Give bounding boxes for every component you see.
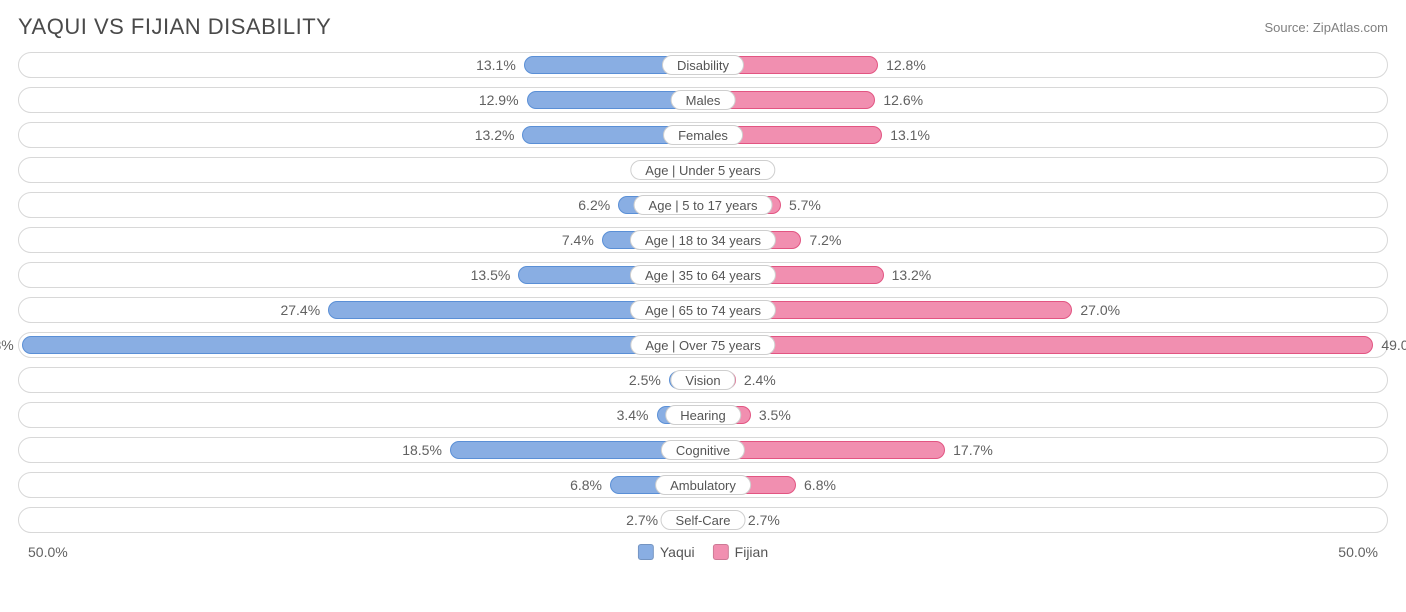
- value-left: 6.8%: [570, 473, 602, 499]
- category-label: Age | 5 to 17 years: [634, 195, 773, 215]
- value-right: 2.7%: [748, 508, 780, 534]
- chart-area: 13.1% 12.8% Disability 12.9% 12.6% Males 13.2%…: [0, 48, 1406, 533]
- legend-label-left: Yaqui: [660, 544, 695, 560]
- category-label: Age | Over 75 years: [630, 335, 775, 355]
- category-label: Cognitive: [661, 440, 745, 460]
- category-label: Age | 35 to 64 years: [630, 265, 776, 285]
- chart-row: 2.5% 2.4% Vision: [18, 367, 1388, 393]
- chart-row: 6.8% 6.8% Ambulatory: [18, 472, 1388, 498]
- category-label: Hearing: [665, 405, 741, 425]
- value-left: 7.4%: [562, 228, 594, 254]
- category-label: Vision: [670, 370, 735, 390]
- value-left: 13.5%: [471, 263, 511, 289]
- value-right: 2.4%: [744, 368, 776, 394]
- value-left: 6.2%: [578, 193, 610, 219]
- value-left: 13.2%: [475, 123, 515, 149]
- category-label: Age | 65 to 74 years: [630, 300, 776, 320]
- value-right: 7.2%: [809, 228, 841, 254]
- value-right: 13.1%: [890, 123, 930, 149]
- value-left: 12.9%: [479, 88, 519, 114]
- value-right: 3.5%: [759, 403, 791, 429]
- category-label: Females: [663, 125, 743, 145]
- chart-row: 13.5% 13.2% Age | 35 to 64 years: [18, 262, 1388, 288]
- chart-row: 13.1% 12.8% Disability: [18, 52, 1388, 78]
- value-left: 3.4%: [617, 403, 649, 429]
- chart-row: 1.2%1.2%Age | Under 5 years: [18, 157, 1388, 183]
- legend-label-right: Fijian: [735, 544, 768, 560]
- legend-swatch-right: [713, 544, 729, 560]
- value-right: 6.8%: [804, 473, 836, 499]
- legend-item-right: Fijian: [713, 544, 768, 560]
- category-label: Males: [671, 90, 736, 110]
- category-label: Self-Care: [661, 510, 746, 530]
- chart-row: 3.4% 3.5% Hearing: [18, 402, 1388, 428]
- category-label: Age | 18 to 34 years: [630, 230, 776, 250]
- chart-row: 2.7% 2.7%Self-Care: [18, 507, 1388, 533]
- value-right: 12.6%: [883, 88, 923, 114]
- chart-row: 49.8%49.0%Age | Over 75 years: [18, 332, 1388, 358]
- value-left: 49.8%: [0, 333, 14, 359]
- bar-left: [22, 336, 703, 354]
- legend-swatch-left: [638, 544, 654, 560]
- value-left: 13.1%: [476, 53, 516, 79]
- chart-title: YAQUI VS FIJIAN DISABILITY: [18, 14, 331, 40]
- value-left: 18.5%: [402, 438, 442, 464]
- value-left: 27.4%: [280, 298, 320, 324]
- chart-row: 6.2% 5.7% Age | 5 to 17 years: [18, 192, 1388, 218]
- value-right: 12.8%: [886, 53, 926, 79]
- category-label: Age | Under 5 years: [630, 160, 775, 180]
- value-left: 2.7%: [626, 508, 658, 534]
- axis-max-right: 50.0%: [1338, 544, 1378, 560]
- value-left: 2.5%: [629, 368, 661, 394]
- bar-right: [703, 336, 1373, 354]
- chart-row: 18.5% 17.7% Cognitive: [18, 437, 1388, 463]
- chart-row: 7.4% 7.2% Age | 18 to 34 years: [18, 227, 1388, 253]
- value-right: 17.7%: [953, 438, 993, 464]
- category-label: Ambulatory: [655, 475, 751, 495]
- value-right: 5.7%: [789, 193, 821, 219]
- chart-row: 12.9% 12.6% Males: [18, 87, 1388, 113]
- chart-source: Source: ZipAtlas.com: [1264, 20, 1388, 35]
- value-right: 27.0%: [1080, 298, 1120, 324]
- value-right: 13.2%: [892, 263, 932, 289]
- legend: Yaqui Fijian: [638, 544, 768, 560]
- chart-row: 27.4% 27.0% Age | 65 to 74 years: [18, 297, 1388, 323]
- value-right: 49.0%: [1381, 333, 1406, 359]
- chart-row: 13.2% 13.1% Females: [18, 122, 1388, 148]
- axis-max-left: 50.0%: [28, 544, 68, 560]
- category-label: Disability: [662, 55, 744, 75]
- chart-footer: 50.0% Yaqui Fijian 50.0%: [0, 542, 1406, 570]
- chart-header: YAQUI VS FIJIAN DISABILITY Source: ZipAt…: [0, 0, 1406, 48]
- legend-item-left: Yaqui: [638, 544, 695, 560]
